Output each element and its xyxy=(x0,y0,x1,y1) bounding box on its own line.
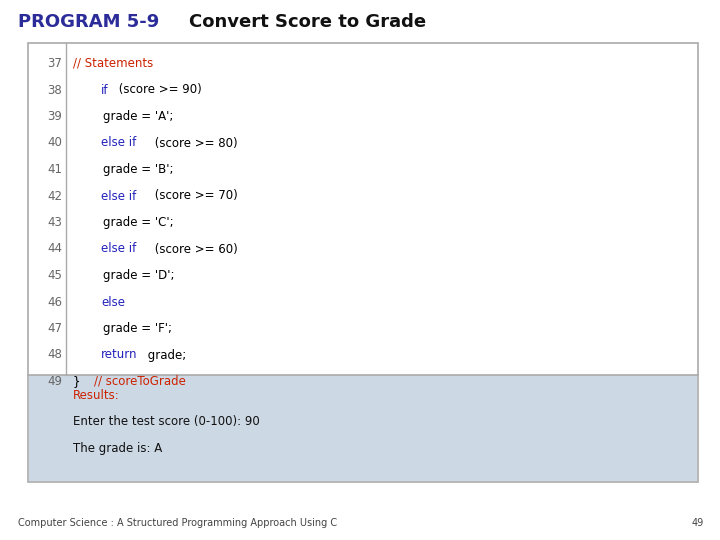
Text: grade = 'C';: grade = 'C'; xyxy=(73,216,174,229)
Text: 49: 49 xyxy=(692,518,704,528)
Text: grade = 'F';: grade = 'F'; xyxy=(73,322,172,335)
Text: The grade is: A: The grade is: A xyxy=(73,442,162,455)
Text: 38: 38 xyxy=(48,84,62,97)
Text: 44: 44 xyxy=(47,242,62,255)
Text: // scoreToGrade: // scoreToGrade xyxy=(94,375,186,388)
Text: Convert Score to Grade: Convert Score to Grade xyxy=(164,13,426,31)
Text: else if: else if xyxy=(102,190,137,202)
Text: 46: 46 xyxy=(47,295,62,308)
Text: if: if xyxy=(102,84,109,97)
Text: 47: 47 xyxy=(47,322,62,335)
Text: 49: 49 xyxy=(47,375,62,388)
Text: (score >= 80): (score >= 80) xyxy=(150,137,237,150)
Text: else if: else if xyxy=(102,242,137,255)
Text: Computer Science : A Structured Programming Approach Using C: Computer Science : A Structured Programm… xyxy=(18,518,337,528)
Text: return: return xyxy=(102,348,138,361)
Text: 41: 41 xyxy=(47,163,62,176)
Text: (score >= 90): (score >= 90) xyxy=(115,84,202,97)
Text: 43: 43 xyxy=(47,216,62,229)
Text: // Statements: // Statements xyxy=(73,57,153,70)
Text: 48: 48 xyxy=(47,348,62,361)
Text: 45: 45 xyxy=(47,269,62,282)
Bar xyxy=(29,375,697,481)
Text: 39: 39 xyxy=(47,110,62,123)
Text: grade = 'B';: grade = 'B'; xyxy=(73,163,174,176)
Text: 42: 42 xyxy=(47,190,62,202)
Text: Enter the test score (0-100): 90: Enter the test score (0-100): 90 xyxy=(73,415,260,429)
Text: 40: 40 xyxy=(47,137,62,150)
Text: (score >= 60): (score >= 60) xyxy=(150,242,238,255)
Text: }: } xyxy=(73,375,88,388)
Text: Results:: Results: xyxy=(73,389,120,402)
Text: (score >= 70): (score >= 70) xyxy=(150,190,238,202)
Text: grade = 'A';: grade = 'A'; xyxy=(73,110,174,123)
Text: 37: 37 xyxy=(47,57,62,70)
Text: else if: else if xyxy=(102,137,137,150)
Text: grade = 'D';: grade = 'D'; xyxy=(73,269,174,282)
Text: else: else xyxy=(102,295,125,308)
Bar xyxy=(28,43,698,482)
Text: grade;: grade; xyxy=(143,348,186,361)
Text: PROGRAM 5-9: PROGRAM 5-9 xyxy=(18,13,159,31)
